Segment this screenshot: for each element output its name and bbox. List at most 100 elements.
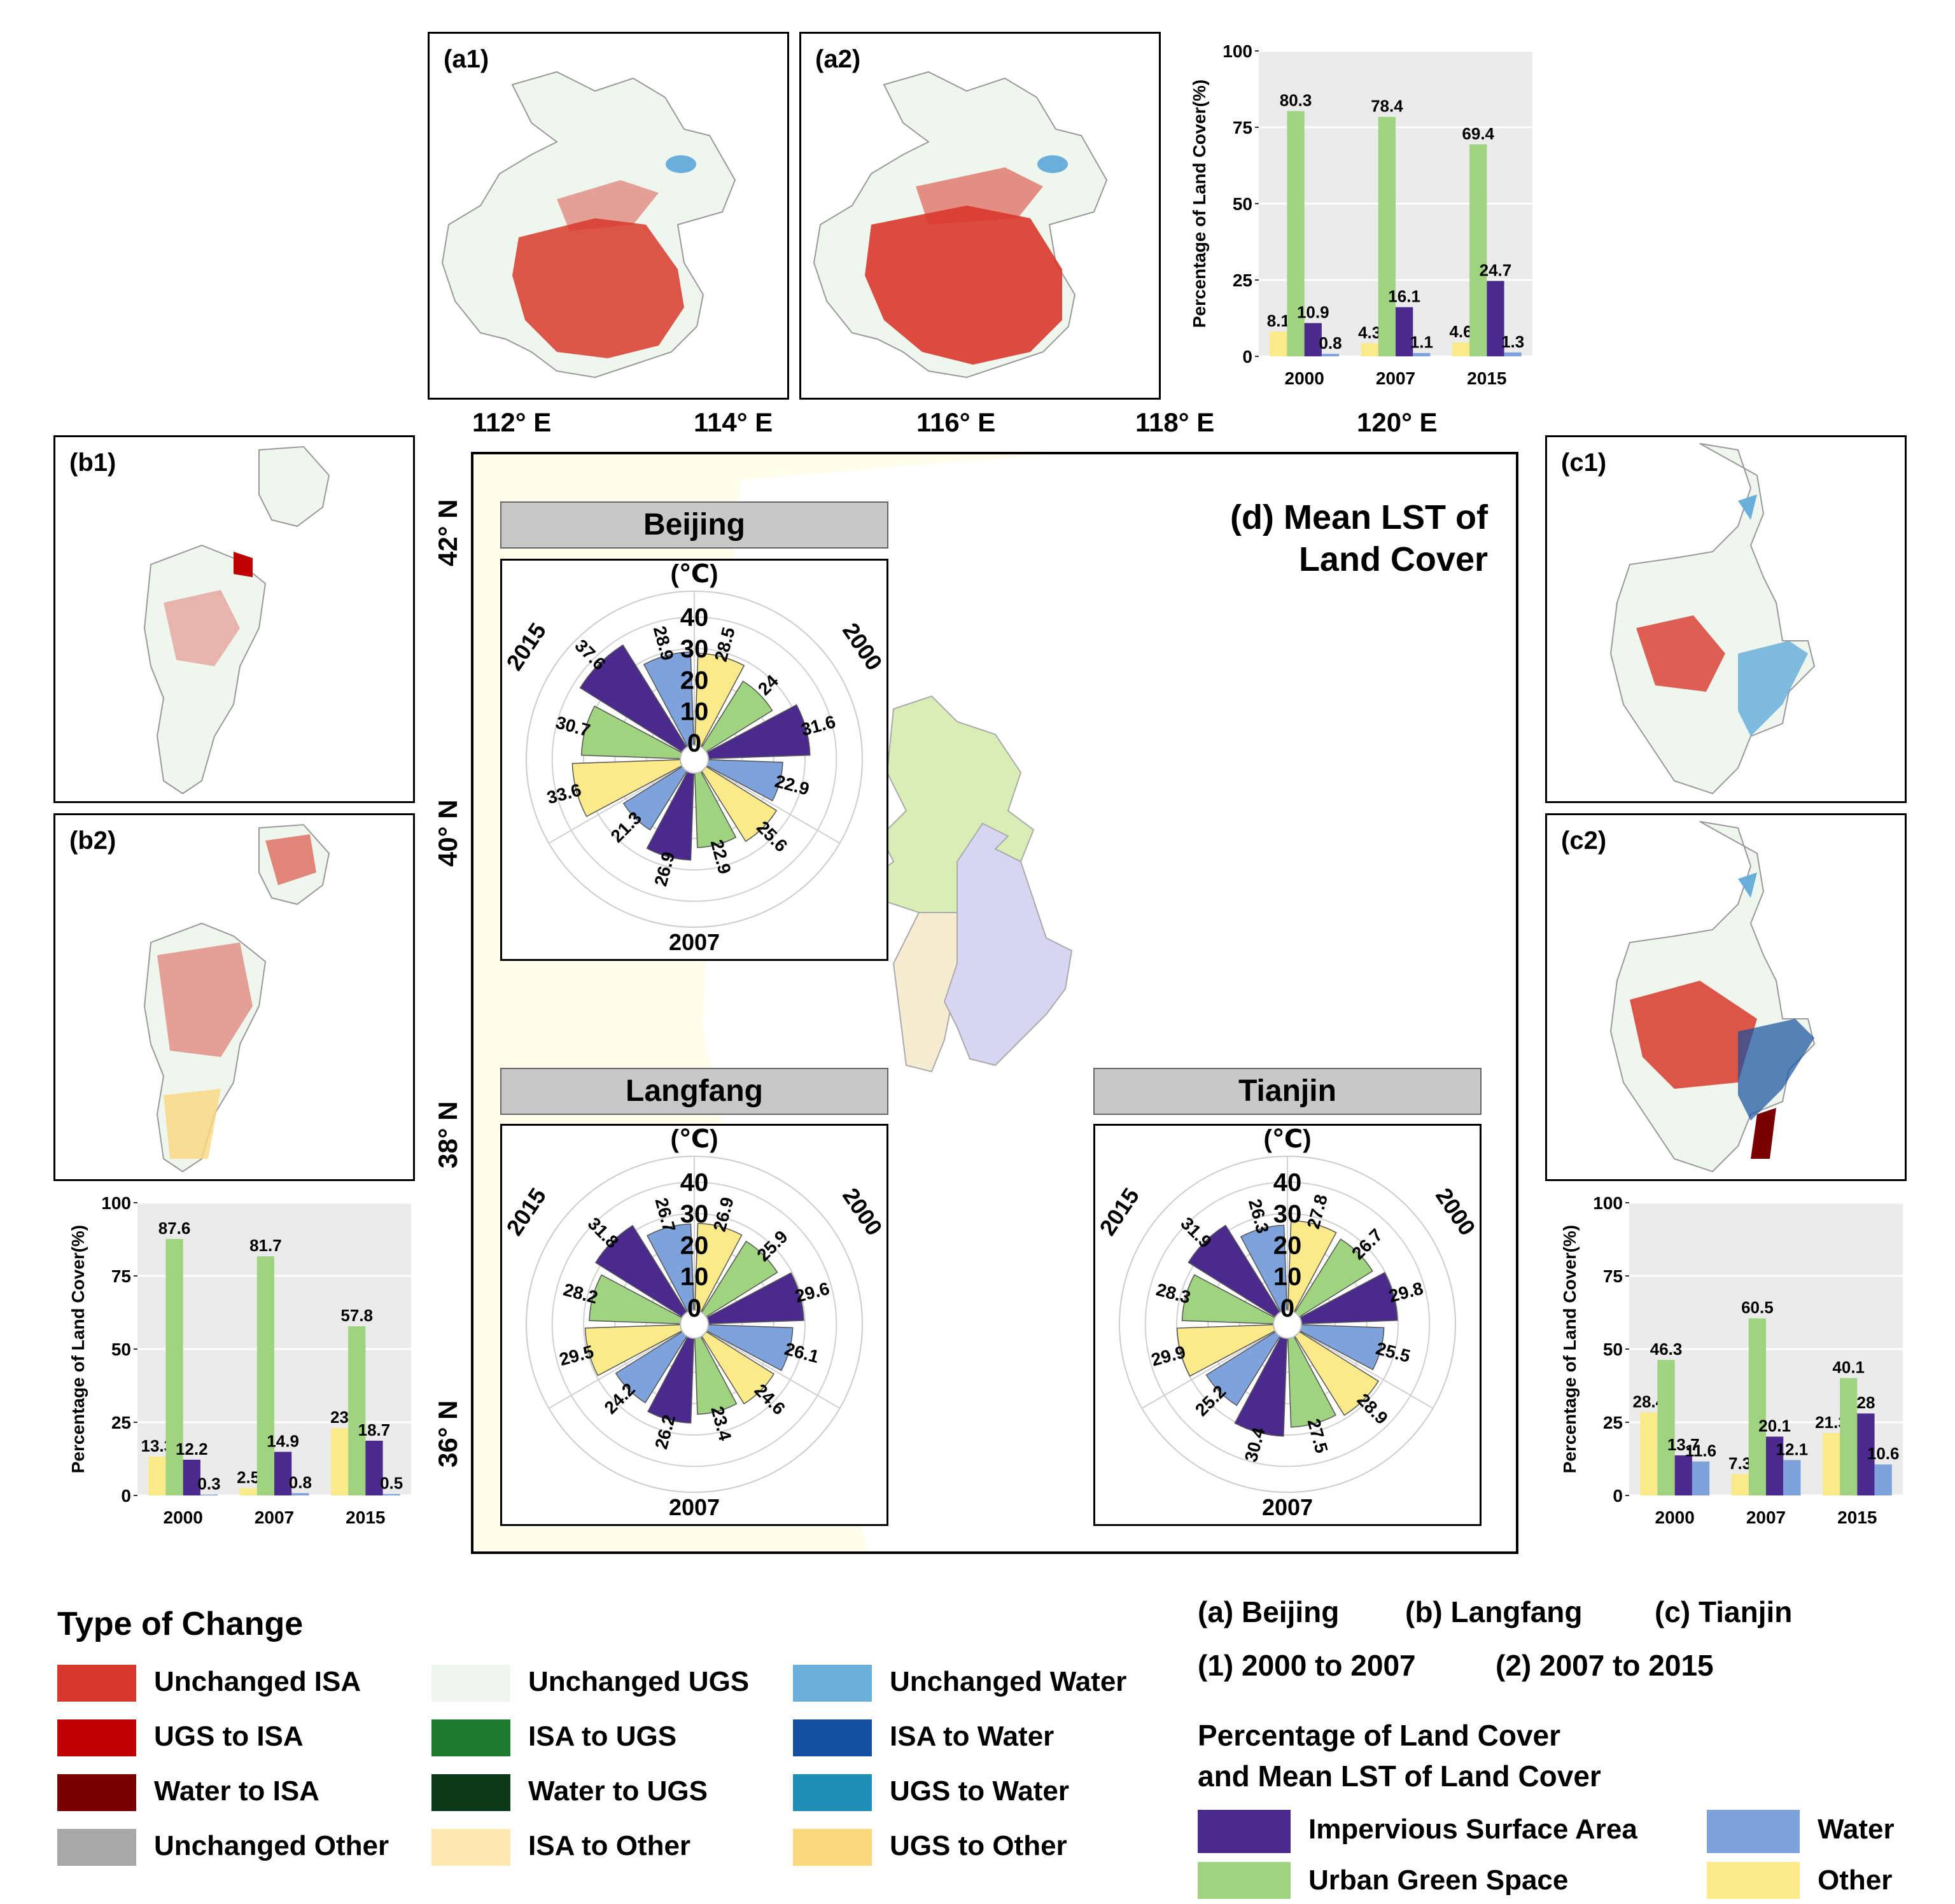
bar	[291, 1493, 309, 1495]
urban-scatter	[164, 590, 240, 666]
bar-value-label: 7.3	[1728, 1453, 1751, 1473]
legend-swatch	[57, 1665, 136, 1702]
lon-label-112: 112° E	[472, 407, 552, 437]
rose-wedge	[1287, 1336, 1336, 1428]
y-axis-label: Percentage of Land Cover(%)	[68, 1225, 88, 1474]
rose-box-beijing: 28.5 24 31.6 22.9 25.6 22.9 26.9 21.3 33.6 30.7 37…	[500, 559, 888, 961]
rose-year-label: 2007	[669, 929, 720, 955]
note-a: (a) Beijing	[1198, 1595, 1340, 1628]
bar	[1783, 1460, 1801, 1495]
urban-scatter	[157, 942, 253, 1057]
urban-core	[1630, 981, 1757, 1089]
ring-label: 30	[1273, 1200, 1302, 1228]
bar	[1674, 1455, 1692, 1495]
rose-value-label: 26.2	[651, 1413, 679, 1452]
bar	[1413, 353, 1431, 356]
bar-value-label: 81.7	[249, 1236, 282, 1255]
bar	[1748, 1318, 1766, 1495]
x-tick-label: 2007	[1746, 1508, 1786, 1527]
y-tick-label: 0	[1242, 347, 1252, 367]
rose-chart-tianjin: 27.826.729.825.528.927.530.425.229.928.3…	[1095, 1126, 1480, 1520]
bar-value-label: 12.2	[176, 1439, 208, 1459]
grid-spoke	[548, 759, 695, 844]
bar	[330, 1428, 349, 1495]
rose-value-label: 22.9	[707, 837, 735, 876]
x-tick-label: 2015	[1467, 368, 1506, 388]
bar	[1857, 1413, 1875, 1495]
rose-wedge	[1240, 1224, 1288, 1313]
urban-core	[1636, 615, 1725, 692]
rose-wedge	[589, 1274, 683, 1325]
bar-value-label: 18.7	[358, 1420, 391, 1439]
grid-spoke	[1141, 1324, 1288, 1409]
urban-spread	[916, 167, 1043, 225]
lon-label-118: 118° E	[1135, 407, 1215, 437]
bar-value-label: 0.5	[380, 1474, 403, 1493]
beijing-map-a2	[813, 71, 1108, 379]
bar	[1822, 1433, 1840, 1495]
legend-swatch	[57, 1719, 136, 1756]
bar-value-label: 8.1	[1267, 311, 1290, 330]
ring-label: 40	[680, 604, 709, 632]
rose-wedge	[701, 766, 778, 843]
rose-box-langfang: 26.9 25.9 29.6 26.1 24.6 23.4 26.2 24.2 29.5 28.2…	[500, 1124, 888, 1526]
note-c: (c) Tianjin	[1655, 1595, 1793, 1628]
panel-a1-label: (a1)	[444, 45, 489, 73]
legend-swatch	[793, 1829, 872, 1866]
y-axis-label: Percentage of Land Cover(%)	[1189, 80, 1209, 328]
x-tick-label: 2015	[346, 1508, 385, 1527]
rose-wedge	[706, 1324, 794, 1371]
bar-chart-beijing: 0 25 50 75 100 Percentage of Land Cover(%) 200…	[1189, 41, 1532, 388]
bar	[1731, 1474, 1749, 1495]
rose-value-label: 29.5	[557, 1341, 596, 1369]
rose-value-label: 28.5	[711, 625, 739, 664]
bar-value-label: 57.8	[340, 1306, 373, 1325]
rose-year-label: 2015	[1095, 1183, 1144, 1240]
swatch-ugs	[1198, 1862, 1291, 1899]
y-tick-label: 75	[1233, 118, 1252, 137]
bar	[1304, 323, 1322, 356]
map-title-line1: (d) Mean LST of	[1230, 498, 1488, 536]
legend-label: Unchanged Water	[890, 1666, 1127, 1697]
bar-value-label: 78.4	[1371, 97, 1403, 116]
panel-b1: (b1)	[53, 435, 415, 803]
bar-value-label: 16.1	[1388, 287, 1420, 306]
rose-unit: (℃)	[670, 1126, 718, 1153]
bar-value-label: 0.8	[289, 1473, 312, 1492]
bar-value-label: 0.8	[1319, 333, 1342, 353]
rose-wedge	[1299, 1271, 1398, 1325]
bar-value-label: 20.1	[1758, 1417, 1791, 1436]
panel-c2-label: (c2)	[1561, 827, 1607, 855]
y-tick-label: 100	[1223, 41, 1252, 61]
tianjin-region	[943, 822, 1073, 1067]
rose-wedge	[615, 1331, 688, 1404]
rose-center	[680, 745, 709, 774]
bar	[256, 1256, 274, 1495]
panel-a2-label: (a2)	[815, 45, 861, 73]
rose-wedge	[571, 759, 683, 818]
legend-label: Unchanged Other	[154, 1830, 389, 1861]
y-tick-label: 25	[1603, 1413, 1623, 1432]
bar	[1840, 1378, 1858, 1495]
legend-label: ISA to Water	[890, 1721, 1055, 1752]
rose-wedge	[1188, 1224, 1281, 1318]
panel-b2-label: (b2)	[69, 827, 116, 855]
swatch-other	[1707, 1862, 1800, 1899]
rose-wedge	[1287, 1220, 1337, 1313]
x-tick-label: 2015	[1837, 1508, 1877, 1527]
rose-wedge	[1234, 1336, 1288, 1437]
legend-swatch	[793, 1665, 872, 1702]
bar	[1321, 354, 1340, 356]
rose-value-label: 29.6	[793, 1278, 832, 1306]
bar-value-label: 69.4	[1462, 124, 1494, 143]
langfang-north	[258, 445, 330, 528]
urban-patch	[234, 552, 253, 577]
bar	[239, 1488, 257, 1495]
bar-value-label: 87.6	[158, 1219, 191, 1238]
bar	[1270, 332, 1287, 356]
coast-water	[1738, 1019, 1814, 1121]
urban-core	[512, 218, 684, 358]
rose-wedge	[706, 1272, 804, 1325]
bar	[1504, 352, 1522, 356]
rose-wedge	[646, 1223, 695, 1313]
